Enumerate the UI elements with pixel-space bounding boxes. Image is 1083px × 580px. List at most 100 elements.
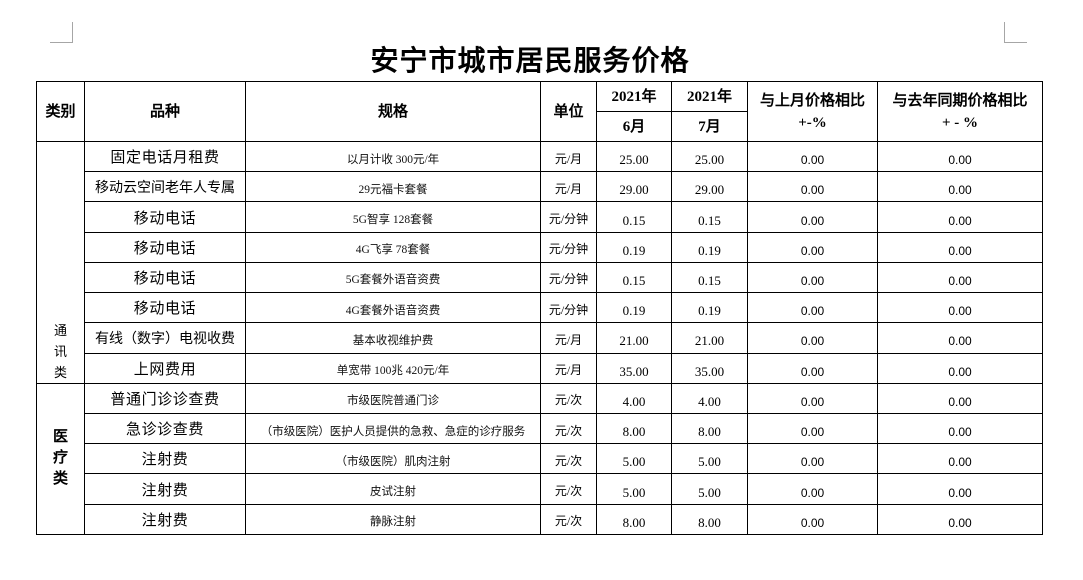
header-row: 类别 品种 规格 单位 2021年 2021年 与上月价格相比 +-% 与去年同…: [36, 81, 1043, 142]
spec-cell: 皮试注射: [245, 473, 541, 505]
change-vs-last-year-cell: 0.00: [877, 503, 1043, 535]
category-label: 医疗类: [53, 429, 69, 488]
item-cell: 移动电话: [84, 201, 246, 233]
change-vs-last-year-cell: 0.00: [877, 292, 1043, 324]
price-june-cell: 0.15: [596, 261, 672, 294]
change-vs-last-year-cell: 0.00: [877, 322, 1043, 354]
header-spec: 规格: [245, 81, 541, 142]
item-cell: 移动电话: [84, 292, 246, 324]
price-july-cell: 0.15: [671, 201, 748, 233]
price-july-cell: 8.00: [671, 503, 748, 535]
change-vs-last-year-cell: 0.00: [877, 473, 1043, 505]
unit-cell: 元/月: [540, 322, 597, 354]
header-period-1-year: 2021年: [596, 81, 672, 112]
unit-cell: 元/次: [540, 443, 597, 475]
header-change-vs-last-month: 与上月价格相比 +-%: [747, 81, 878, 142]
item-cell: 普通门诊诊查费: [84, 382, 246, 414]
price-july-cell: 4.00: [671, 382, 748, 414]
item-cell: 急诊诊查费: [84, 412, 246, 445]
unit-cell: 元/次: [540, 382, 597, 414]
spec-cell: 以月计收 300元/年: [245, 140, 541, 173]
category-label: 通讯类: [54, 322, 68, 380]
spec-cell: 4G套餐外语音资费: [245, 292, 541, 324]
table-body: 通讯类 固定电话月租费 以月计收 300元/年 元/月 25.00 25.00 0.00 0.…: [36, 140, 1043, 535]
spec-cell: （市级医院）医护人员提供的急救、急症的诊疗服务: [245, 412, 541, 445]
change-vs-last-month-cell: 0.00: [747, 443, 878, 475]
spec-cell: 5G套餐外语音资费: [245, 261, 541, 294]
header-unit: 单位: [540, 81, 597, 142]
table-row: 移动电话 5G智享 128套餐 元/分钟 0.15 0.15 0.00 0.00: [37, 201, 1043, 233]
price-june-cell: 5.00: [596, 443, 672, 475]
header-change-vs-last-year-unit: + - %: [941, 114, 979, 131]
unit-cell: 元/分钟: [540, 201, 597, 233]
table-row: 移动云空间老年人专属 29元福卡套餐 元/月 29.00 29.00 0.00 0.00: [37, 171, 1043, 203]
unit-cell: 元/月: [540, 352, 597, 384]
change-vs-last-year-cell: 0.00: [877, 382, 1043, 414]
price-june-cell: 8.00: [596, 412, 672, 445]
table-row: 有线（数字）电视收费 基本收视维护费 元/月 21.00 21.00 0.00 0.00: [37, 322, 1043, 354]
change-vs-last-month-cell: 0.00: [747, 412, 878, 445]
header-period-1-month: 6月: [596, 111, 672, 142]
unit-cell: 元/分钟: [540, 261, 597, 294]
table-row: 移动电话 5G套餐外语音资费 元/分钟 0.15 0.15 0.00 0.00: [37, 261, 1043, 294]
price-july-cell: 29.00: [671, 171, 748, 203]
unit-cell: 元/分钟: [540, 231, 597, 263]
change-vs-last-month-cell: 0.00: [747, 261, 878, 294]
price-july-cell: 25.00: [671, 140, 748, 173]
spec-cell: 基本收视维护费: [245, 322, 541, 354]
price-june-cell: 4.00: [596, 382, 672, 414]
unit-cell: 元/分钟: [540, 292, 597, 324]
change-vs-last-month-cell: 0.00: [747, 171, 878, 203]
price-june-cell: 21.00: [596, 322, 672, 354]
header-category: 类别: [36, 81, 85, 142]
item-cell: 移动云空间老年人专属: [84, 171, 246, 203]
item-cell: 注射费: [84, 503, 246, 535]
spec-cell: 4G飞享 78套餐: [245, 231, 541, 263]
spec-cell: （市级医院）肌肉注射: [245, 443, 541, 475]
unit-cell: 元/次: [540, 503, 597, 535]
spec-cell: 市级医院普通门诊: [245, 382, 541, 414]
table-row: 注射费 （市级医院）肌肉注射 元/次 5.00 5.00 0.00 0.00: [37, 443, 1043, 475]
header-change-vs-last-year-label: 与去年同期价格相比: [892, 92, 1028, 109]
price-table: 类别 品种 规格 单位 2021年 2021年 与上月价格相比 +-% 与去年同…: [36, 81, 1043, 535]
change-vs-last-month-cell: 0.00: [747, 352, 878, 384]
price-july-cell: 0.19: [671, 292, 748, 324]
spec-cell: 5G智享 128套餐: [245, 201, 541, 233]
unit-cell: 元/月: [540, 171, 597, 203]
table-row: 移动电话 4G套餐外语音资费 元/分钟 0.19 0.19 0.00 0.00: [37, 292, 1043, 324]
crop-mark-top-left: [50, 22, 73, 43]
change-vs-last-year-cell: 0.00: [877, 140, 1043, 173]
price-july-cell: 5.00: [671, 473, 748, 505]
change-vs-last-year-cell: 0.00: [877, 443, 1043, 475]
change-vs-last-month-cell: 0.00: [747, 140, 878, 173]
item-cell: 固定电话月租费: [84, 140, 246, 173]
header-item: 品种: [84, 81, 246, 142]
table-row: 医疗类 普通门诊诊查费 市级医院普通门诊 元/次 4.00 4.00 0.00 0.00: [36, 382, 1043, 535]
change-vs-last-year-cell: 0.00: [877, 261, 1043, 294]
change-vs-last-month-cell: 0.00: [747, 382, 878, 414]
header-period-2-month: 7月: [671, 111, 748, 142]
price-july-cell: 21.00: [671, 322, 748, 354]
change-vs-last-month-cell: 0.00: [747, 503, 878, 535]
price-july-cell: 0.19: [671, 231, 748, 263]
unit-cell: 元/次: [540, 412, 597, 445]
spec-cell: 单宽带 100兆 420元/年: [245, 352, 541, 384]
item-cell: 注射费: [84, 443, 246, 475]
change-vs-last-month-cell: 0.00: [747, 201, 878, 233]
item-cell: 移动电话: [84, 231, 246, 263]
change-vs-last-year-cell: 0.00: [877, 412, 1043, 445]
header-change-vs-last-year: 与去年同期价格相比 + - %: [877, 81, 1043, 142]
price-july-cell: 5.00: [671, 443, 748, 475]
unit-cell: 元/次: [540, 473, 597, 505]
category-cell: 通讯类: [36, 141, 85, 384]
price-june-cell: 35.00: [596, 352, 672, 384]
header-period-2-year: 2021年: [671, 81, 748, 112]
price-june-cell: 0.19: [596, 231, 672, 263]
price-june-cell: 25.00: [596, 140, 672, 173]
header-change-vs-last-month-unit: +-%: [798, 114, 827, 131]
change-vs-last-year-cell: 0.00: [877, 171, 1043, 203]
item-cell: 上网费用: [84, 352, 246, 384]
price-july-cell: 35.00: [671, 352, 748, 384]
spec-cell: 静脉注射: [245, 503, 541, 535]
